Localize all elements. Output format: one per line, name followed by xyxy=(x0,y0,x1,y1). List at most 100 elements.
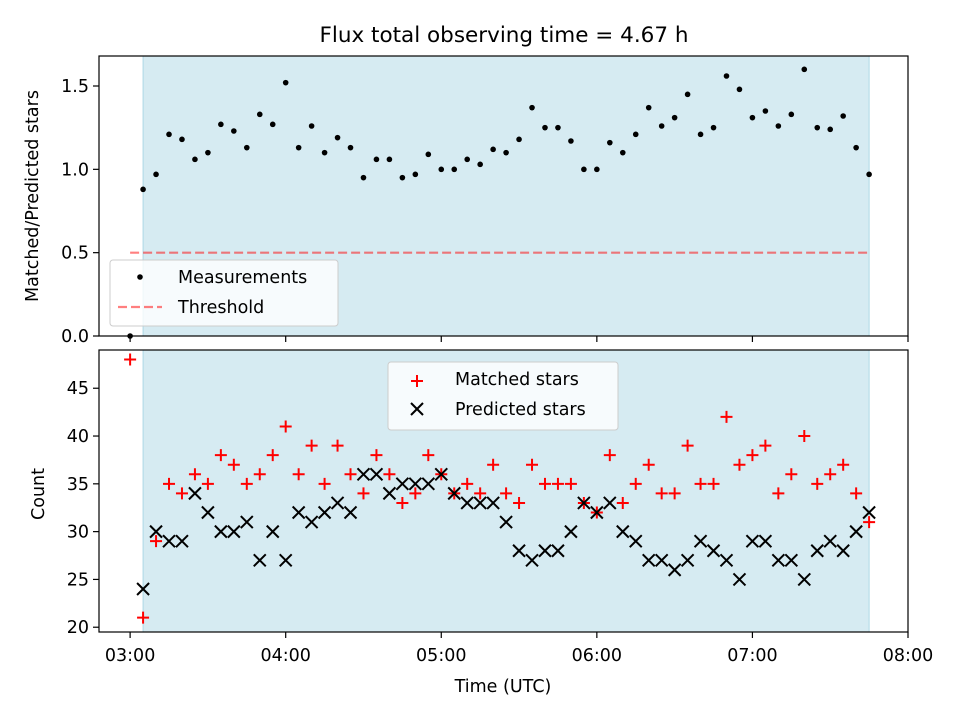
predicted-point xyxy=(719,553,734,568)
top-ytick-label: 0.0 xyxy=(61,327,89,347)
matched-point xyxy=(253,468,266,481)
predicted-point xyxy=(447,486,461,501)
matched-point xyxy=(292,468,305,481)
predicted-point xyxy=(525,553,539,568)
predicted-point xyxy=(278,553,293,568)
bottom-xtick-label: 06:00 xyxy=(572,646,622,666)
predicted-point xyxy=(317,505,332,520)
matched-point xyxy=(150,535,163,548)
matched-point xyxy=(370,449,383,462)
measurement-point xyxy=(464,156,470,163)
predicted-point xyxy=(240,515,254,529)
measurement-point xyxy=(723,73,730,79)
predicted-point xyxy=(616,524,630,539)
measurement-point xyxy=(179,136,185,143)
measurement-point xyxy=(555,124,561,131)
predicted-point xyxy=(408,477,423,491)
predicted-point xyxy=(188,486,202,501)
matched-point xyxy=(526,458,539,471)
matched-point xyxy=(175,487,188,500)
predicted-point xyxy=(551,544,565,558)
measurement-point xyxy=(671,114,678,121)
measurement-point xyxy=(373,156,380,163)
predicted-point xyxy=(771,553,786,568)
measurement-point xyxy=(438,166,445,173)
matched-point xyxy=(240,477,253,490)
bottom-xtick-label: 03:00 xyxy=(105,646,155,666)
matched-point xyxy=(513,496,526,509)
matched-point xyxy=(694,477,707,490)
predicted-point xyxy=(304,515,319,529)
predicted-point xyxy=(706,544,721,558)
bottom-x-axis-label: Time (UTC) xyxy=(454,677,552,697)
measurement-point xyxy=(684,91,691,98)
measurement-point xyxy=(140,186,146,193)
bottom-panel: 20 25 30 35 40 45 03:00 04:00 05:00 06:00 07:00 08… xyxy=(29,349,933,697)
predicted-point xyxy=(434,467,448,481)
predicted-point xyxy=(862,505,876,520)
measurement-point xyxy=(568,138,574,144)
matched-point xyxy=(720,410,733,423)
measurement-point xyxy=(814,124,821,131)
measurement-point xyxy=(243,144,250,151)
predicted-point xyxy=(564,524,578,539)
measurement-point xyxy=(529,104,535,111)
bottom-ytick-label: 40 xyxy=(67,427,89,447)
matched-point xyxy=(396,496,409,509)
predicted-point xyxy=(577,496,591,510)
measurement-point xyxy=(516,136,522,143)
predicted-point xyxy=(745,534,760,548)
measurement-point xyxy=(218,121,224,128)
measurement-point xyxy=(762,108,769,114)
predicted-point xyxy=(758,534,773,548)
measurement-point xyxy=(736,86,743,93)
predicted-point xyxy=(266,524,280,539)
bottom-xtick-label: 08:00 xyxy=(883,646,933,666)
matched-point xyxy=(564,477,577,490)
measurement-point xyxy=(697,131,704,138)
matched-point xyxy=(759,439,772,452)
matched-point xyxy=(357,487,370,500)
top-x-ticks xyxy=(129,336,909,342)
chart-title: Flux total observing time = 4.67 h xyxy=(320,23,689,48)
predicted-point xyxy=(149,524,163,539)
bottom-xtick-label: 04:00 xyxy=(260,646,310,666)
measurement-point xyxy=(490,146,496,153)
matched-point xyxy=(733,458,746,471)
measurement-point xyxy=(282,79,289,86)
predicted-point xyxy=(395,477,410,491)
matched-point xyxy=(668,487,681,500)
measurement-point xyxy=(827,126,834,133)
predicted-point xyxy=(214,524,228,539)
measurement-point xyxy=(321,149,328,156)
bottom-ytick-label: 45 xyxy=(67,379,89,399)
matched-point xyxy=(629,477,642,490)
matched-point xyxy=(137,611,150,624)
predicted-point xyxy=(421,477,436,491)
measurement-point xyxy=(399,174,406,181)
bottom-matched-points xyxy=(124,353,876,624)
measurement-point xyxy=(295,144,302,151)
matched-point xyxy=(422,449,435,462)
predicted-point xyxy=(291,505,306,520)
measurement-point xyxy=(645,104,652,111)
predicted-point xyxy=(667,563,682,577)
measurement-point xyxy=(425,151,432,158)
measurement-point xyxy=(607,139,613,146)
predicted-point xyxy=(227,524,241,539)
bottom-ytick-label: 25 xyxy=(67,570,89,590)
measurement-point xyxy=(801,66,808,73)
predicted-point xyxy=(732,572,747,587)
bottom-axes-frame xyxy=(98,349,909,633)
measurement-point xyxy=(269,121,276,128)
predicted-point xyxy=(356,467,371,481)
measurement-point xyxy=(477,161,483,168)
matched-point xyxy=(837,458,850,471)
top-y-axis-label: Matched/Predicted stars xyxy=(23,90,43,302)
matched-point xyxy=(409,487,422,500)
predicted-point xyxy=(849,524,863,539)
predicted-point xyxy=(590,505,604,520)
predicted-point xyxy=(382,486,397,501)
measurement-point xyxy=(451,166,458,173)
measurement-point xyxy=(594,166,600,173)
